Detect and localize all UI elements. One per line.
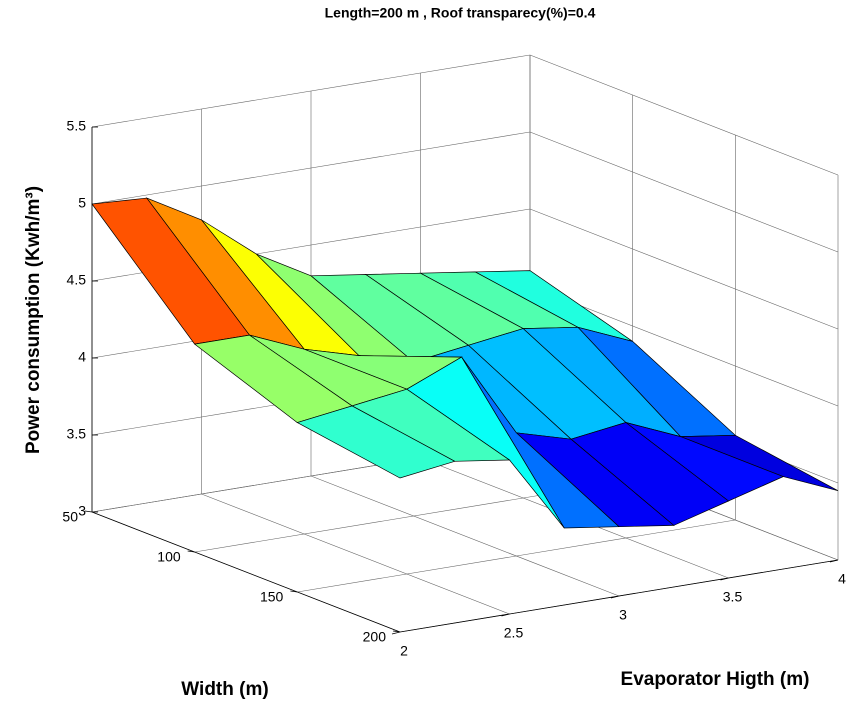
tick-mark: [392, 630, 401, 633]
x-axis-label: Width (m): [181, 679, 268, 700]
z-tick-label: 5: [78, 195, 86, 211]
z-tick-label: 3: [78, 503, 86, 519]
y-axis-label: Evaporator Higth (m): [621, 669, 810, 690]
z-axis-label: Power consumption (Kwh/m³): [23, 186, 44, 454]
x-tick-label: 50: [62, 509, 78, 525]
grid-line: [201, 493, 510, 615]
z-tick-label: 3.5: [67, 426, 87, 442]
grid-line: [529, 131, 839, 253]
z-tick-label: 5.5: [67, 118, 87, 134]
tick-mark: [720, 577, 729, 581]
tick-mark: [391, 631, 401, 635]
z-tick-label: 4.5: [67, 272, 87, 288]
tick-mark: [290, 590, 298, 593]
tick-mark: [610, 595, 620, 599]
y-tick-label: 2: [400, 643, 408, 659]
chart-title: Length=200 m , Roof transparecy(%)=0.4: [325, 5, 596, 21]
grid-line: [529, 208, 839, 330]
tick-mark: [829, 559, 839, 563]
z-tick-label: 4: [78, 349, 86, 365]
x-tick-label: 100: [157, 549, 181, 565]
tick-mark: [501, 613, 510, 617]
y-tick-label: 3: [619, 607, 627, 623]
tick-mark: [84, 510, 93, 513]
tick-mark: [187, 550, 195, 553]
y-tick-label: 4: [838, 571, 846, 587]
axis-line: [91, 511, 401, 633]
surface-patch: [296, 405, 456, 479]
y-tick-label: 3.5: [723, 589, 743, 605]
x-tick-label: 150: [260, 589, 284, 605]
grid-line: [91, 54, 531, 128]
grid-line: [297, 519, 736, 593]
grid-line: [529, 54, 839, 176]
grid-line: [91, 131, 531, 205]
y-tick-label: 2.5: [504, 625, 524, 641]
x-tick-label: 200: [363, 629, 387, 645]
grid-line: [310, 475, 620, 597]
